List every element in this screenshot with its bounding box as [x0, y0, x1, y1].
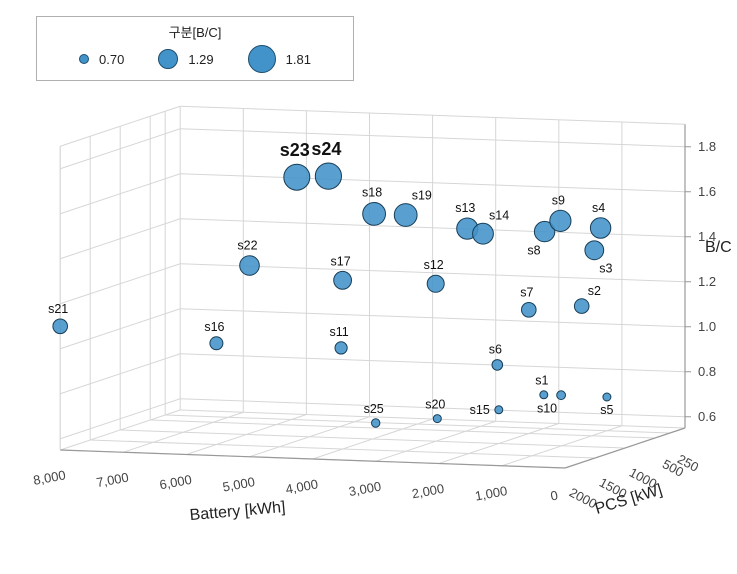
z-gridline — [60, 263, 686, 305]
battery-axis-line — [60, 449, 566, 469]
data-point-s1[interactable] — [539, 390, 549, 400]
data-point-s5[interactable] — [602, 392, 612, 402]
point-label-s15: s15 — [470, 403, 490, 417]
data-point-s18[interactable] — [362, 202, 387, 226]
bc-axis-title: B/C — [705, 239, 732, 256]
data-point-s20[interactable] — [432, 414, 442, 424]
data-point-s6[interactable] — [491, 359, 504, 371]
data-point-s19[interactable] — [393, 203, 418, 227]
battery-tick-label: 4,000 — [284, 476, 319, 496]
point-label-s2: s2 — [588, 284, 601, 298]
data-point-s24[interactable] — [314, 162, 342, 190]
bc-tick-label: 0.6 — [698, 409, 716, 424]
data-point-s17[interactable] — [333, 270, 353, 290]
point-label-s17: s17 — [331, 254, 351, 268]
point-label-s14: s14 — [489, 208, 509, 222]
legend-item[interactable]: 1.81 — [247, 45, 311, 73]
point-label-s13: s13 — [455, 201, 475, 215]
point-label-s9: s9 — [552, 193, 565, 207]
data-point-s21[interactable] — [52, 318, 69, 335]
battery-axis-title: Battery [kWh] — [189, 499, 286, 524]
point-label-s24: s24 — [311, 139, 341, 159]
battery-tick-label: 8,000 — [32, 467, 67, 487]
battery-tick-label: 5,000 — [221, 474, 256, 494]
data-point-s2[interactable] — [573, 298, 590, 314]
z-gridline — [60, 353, 686, 395]
point-label-s3: s3 — [599, 262, 612, 276]
battery-tick-label: 2,000 — [411, 481, 446, 501]
point-label-s5: s5 — [600, 403, 613, 417]
point-label-s12: s12 — [424, 258, 444, 272]
point-label-s7: s7 — [520, 285, 533, 299]
data-point-s16[interactable] — [209, 336, 224, 351]
data-point-s11[interactable] — [334, 341, 348, 355]
data-point-s15[interactable] — [494, 405, 504, 415]
point-label-s22: s22 — [237, 239, 257, 253]
z-gridline — [60, 218, 686, 260]
legend-bubble-large-icon — [247, 45, 276, 73]
battery-tick-label: 1,000 — [474, 483, 509, 503]
battery-tick-label: 0 — [549, 488, 559, 504]
point-label-s1: s1 — [535, 374, 548, 388]
legend-item[interactable]: 1.29 — [158, 49, 214, 69]
point-label-s18: s18 — [362, 186, 382, 200]
data-point-s23[interactable] — [283, 163, 311, 191]
bc-tick-label: 0.8 — [698, 364, 716, 379]
data-point-s10[interactable] — [556, 390, 566, 401]
z-gridline — [60, 308, 686, 350]
legend-items: 0.70 1.29 1.81 — [55, 45, 335, 73]
data-point-s12[interactable] — [426, 274, 445, 293]
pcs-axis-line — [564, 427, 686, 469]
data-point-s4[interactable] — [589, 217, 612, 239]
legend-item-label: 1.81 — [285, 51, 311, 67]
data-point-s25[interactable] — [371, 418, 381, 428]
data-point-s14[interactable] — [472, 222, 494, 245]
data-point-s3[interactable] — [584, 240, 605, 261]
bc-tick-label: 1.8 — [698, 139, 716, 154]
point-label-s23: s23 — [280, 140, 310, 160]
data-point-s22[interactable] — [239, 255, 260, 276]
battery-tick-label: 7,000 — [95, 470, 130, 490]
legend-bubble-small-icon — [79, 54, 90, 64]
top-edge — [180, 105, 686, 125]
point-label-s8: s8 — [527, 244, 540, 258]
legend: 구분[B/C] 0.70 1.29 1.81 — [36, 16, 354, 81]
floor-grid-pcs — [120, 429, 626, 449]
point-label-s16: s16 — [204, 320, 224, 334]
point-label-s4: s4 — [592, 201, 605, 215]
point-label-s25: s25 — [364, 402, 384, 416]
point-label-s6: s6 — [489, 343, 502, 357]
bc-tick-label: 1.0 — [698, 319, 716, 334]
legend-bubble-medium-icon — [158, 49, 179, 69]
legend-item-label: 0.70 — [99, 51, 125, 67]
data-point-s8[interactable] — [533, 220, 556, 243]
point-label-s11: s11 — [329, 325, 348, 339]
bc-tick-label: 1.4 — [698, 229, 716, 244]
legend-item-label: 1.29 — [188, 51, 214, 67]
data-point-s7[interactable] — [521, 302, 537, 318]
z-gridline — [60, 398, 686, 440]
bc-tick-label: 1.2 — [698, 274, 716, 289]
z-gridline — [60, 128, 686, 170]
data-point-s9[interactable] — [549, 209, 572, 232]
battery-tick-label: 3,000 — [348, 479, 383, 499]
top-edge — [60, 105, 181, 147]
legend-title: 구분[B/C] — [168, 25, 222, 40]
bc-tick-label: 1.6 — [698, 184, 716, 199]
point-label-s21: s21 — [48, 302, 68, 316]
z-gridline — [60, 173, 686, 215]
battery-tick-label: 6,000 — [158, 472, 193, 492]
point-label-s10: s10 — [537, 402, 557, 416]
floor-grid-pcs — [90, 439, 596, 459]
point-label-s20: s20 — [425, 398, 445, 412]
floor-grid-pcs — [165, 414, 671, 434]
point-label-s19: s19 — [412, 189, 432, 203]
floor-grid-pcs — [150, 419, 656, 439]
legend-item[interactable]: 0.70 — [79, 52, 124, 67]
